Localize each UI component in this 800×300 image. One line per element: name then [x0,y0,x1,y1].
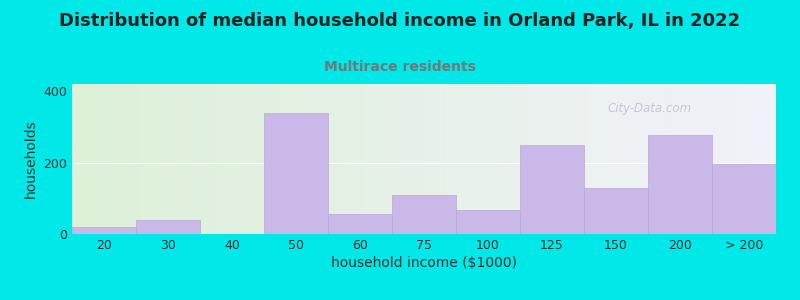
Bar [72,227,136,234]
Bar [584,188,648,234]
Text: Multirace residents: Multirace residents [324,60,476,74]
Bar [136,220,200,234]
Bar [712,164,776,234]
Bar [520,146,584,234]
Bar [648,135,712,234]
Bar [392,195,456,234]
Bar [456,210,520,234]
Y-axis label: households: households [24,120,38,198]
X-axis label: household income ($1000): household income ($1000) [331,256,517,270]
Text: Distribution of median household income in Orland Park, IL in 2022: Distribution of median household income … [59,12,741,30]
Text: City-Data.com: City-Data.com [607,102,691,115]
Bar [264,112,328,234]
Bar [328,214,392,234]
